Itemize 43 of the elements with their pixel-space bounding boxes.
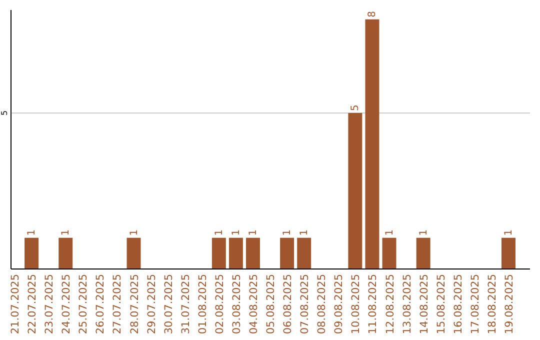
x-tick-label: 27.07.2025	[112, 274, 124, 334]
x-tick-label: 08.08.2025	[316, 274, 328, 334]
data-label: 1	[503, 229, 514, 236]
x-tick-label: 14.08.2025	[418, 274, 430, 334]
x-tick-label: 26.07.2025	[94, 274, 107, 334]
x-tick-label: 23.07.2025	[44, 274, 56, 334]
x-tick-label: 01.08.2025	[196, 274, 209, 334]
x-tick-label: 22.07.2025	[26, 274, 39, 334]
x-tick-label: 18.08.2025	[486, 274, 498, 334]
x-tick-label: 17.08.2025	[469, 274, 482, 334]
x-tick-label: 25.07.2025	[78, 274, 90, 334]
data-label: 5	[350, 104, 362, 111]
x-tick-label: 19.08.2025	[503, 274, 516, 334]
x-tick-label: 10.08.2025	[350, 274, 362, 334]
x-tick-label: 05.08.2025	[265, 274, 278, 334]
data-label: 8	[367, 10, 378, 18]
data-label: 1	[214, 229, 225, 236]
x-tick-label: 30.07.2025	[162, 274, 175, 334]
x-tick-label: 31.07.2025	[180, 274, 192, 334]
data-label: 1	[128, 229, 140, 236]
x-tick-label: 11.08.2025	[367, 274, 380, 334]
data-label: 1	[384, 229, 396, 236]
x-tick-label: 13.08.2025	[401, 274, 414, 334]
x-tick-label: 02.08.2025	[214, 274, 226, 334]
data-label: 1	[418, 229, 430, 236]
x-tick-label: 16.08.2025	[452, 274, 464, 334]
data-label: 1	[60, 229, 72, 236]
data-label: 1	[248, 229, 259, 236]
x-tick-label: 21.07.2025	[10, 274, 22, 334]
x-tick-label: 28.07.2025	[128, 274, 141, 334]
x-tick-label: 07.08.2025	[299, 274, 312, 334]
x-tick-label: 06.08.2025	[282, 274, 294, 334]
x-tick-label: 04.08.2025	[248, 274, 260, 334]
data-label: 1	[230, 229, 242, 236]
data-label: 1	[299, 229, 310, 236]
x-tick-label: 15.08.2025	[435, 274, 448, 334]
x-tick-label: 24.07.2025	[60, 274, 73, 334]
x-tick-label: 03.08.2025	[230, 274, 243, 334]
data-label: 1	[282, 229, 294, 236]
x-tick-label: 29.07.2025	[146, 274, 158, 334]
data-label: 1	[26, 229, 38, 236]
x-tick-label: 09.08.2025	[333, 274, 346, 334]
x-tick-label: 12.08.2025	[384, 274, 396, 334]
